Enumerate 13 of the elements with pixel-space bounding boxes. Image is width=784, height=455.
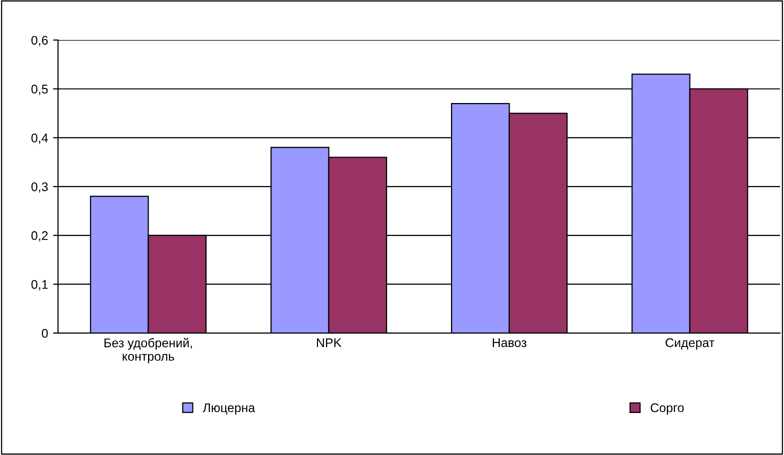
x-tick-label: Навоз (492, 338, 526, 348)
y-tick-label: 0,3 (31, 182, 48, 193)
y-tick-label: 0,6 (31, 36, 48, 46)
y-tick-label: 0 (42, 328, 48, 338)
x-tick-label: Сидерат (666, 338, 714, 350)
legend-label: Люцерна (202, 403, 256, 415)
y-tick-label: 0,5 (31, 84, 48, 96)
y-tick-label: 0,2 (31, 231, 48, 242)
x-tick-label: Без удобрений, контроль (104, 338, 192, 364)
y-tick-label: 0,4 (31, 134, 48, 144)
legend-label: Сорго (650, 403, 684, 415)
y-tick-label: 0,1 (31, 280, 48, 290)
x-tick-label: NPK (316, 338, 342, 347)
